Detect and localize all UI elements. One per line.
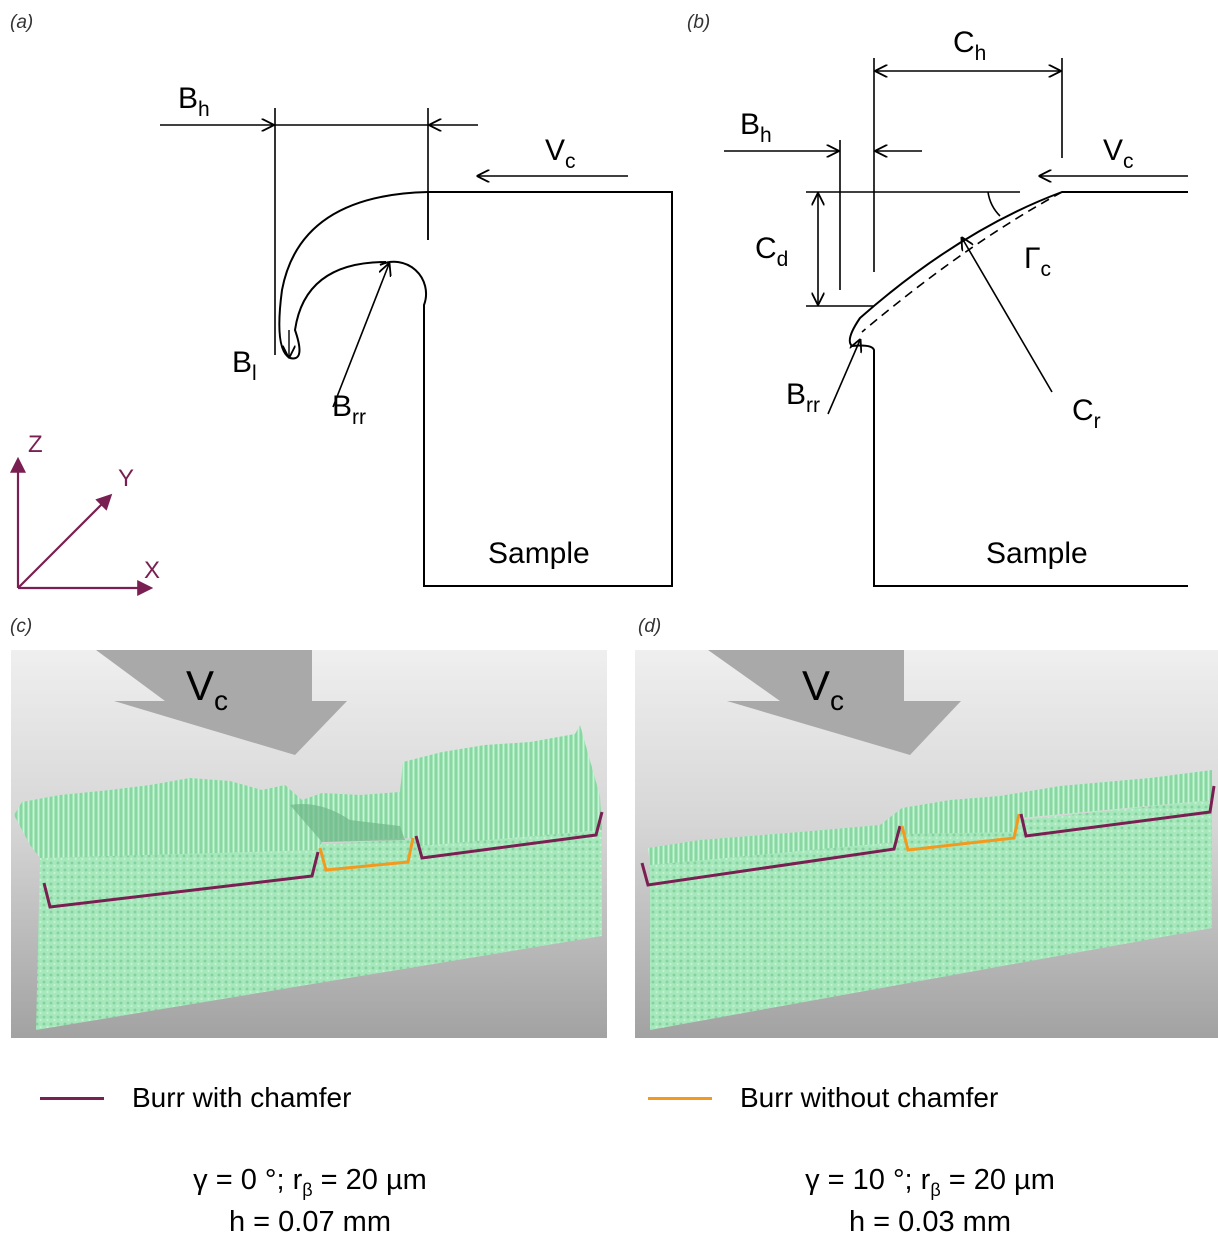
x-axis-label: X: [144, 557, 160, 584]
burr-surface-face-d: [650, 800, 1212, 1030]
brr-label-b: Brr: [786, 378, 820, 417]
panel-label-a: (a): [10, 12, 33, 33]
burr-without-chamfer-bracket-d: [900, 813, 1021, 852]
burr-curl-a: [278, 191, 429, 360]
burr-valley-shade-c: [290, 804, 405, 842]
brr-arrow-b: [827, 340, 860, 415]
brr-label-a: Brr: [332, 390, 366, 429]
y-axis-label: Y: [118, 465, 134, 492]
caption-right: γ = 10 °; rβ = 20 µm h = 0.03 mm: [760, 1164, 1100, 1238]
sample-label-b: Sample: [986, 537, 1088, 570]
z-axis-label: Z: [28, 431, 43, 458]
panel-b: (b) Sample Cd Ch Bh Vc Γc Cr Brr: [687, 12, 1188, 587]
burr-with-chamfer-bracket-c1: [42, 851, 320, 909]
chamfer-radius-dashed-b: [861, 191, 1063, 333]
legend-line-burr-without-chamfer: [648, 1096, 712, 1100]
gamma-label-b: Γc: [1024, 242, 1051, 281]
burr-without-chamfer-bracket-c: [318, 837, 415, 872]
legend-burr-without-chamfer: Burr without chamfer: [648, 1082, 998, 1114]
legend-burr-with-chamfer: Burr with chamfer: [40, 1082, 351, 1114]
vc-big-label-c: Vc: [186, 662, 228, 716]
burr-surface-face-c: [36, 830, 602, 1030]
vc-big-label-d: Vc: [802, 662, 844, 716]
panel-label-c: (c): [10, 616, 32, 637]
legend-label-burr-with-chamfer: Burr with chamfer: [132, 1082, 352, 1113]
sample-outline-b: [848, 191, 1188, 587]
caption-left: γ = 0 °; rβ = 20 µm h = 0.07 mm: [140, 1164, 480, 1238]
vc-label-a: Vc: [545, 134, 576, 173]
panel-label-d: (d): [638, 616, 661, 637]
cr-arrow-b: [962, 238, 1053, 393]
sample-label-a: Sample: [488, 537, 590, 570]
vc-big-arrow-icon-c: [96, 650, 347, 755]
y-axis-arrow-icon: [17, 493, 113, 589]
legend-line-burr-with-chamfer: [40, 1096, 104, 1100]
cd-label-b: Cd: [755, 232, 788, 271]
vc-label-b: Vc: [1103, 134, 1134, 173]
cr-label-b: Cr: [1072, 394, 1101, 433]
legend-label-burr-without-chamfer: Burr without chamfer: [740, 1082, 999, 1113]
caption-left-line2: h = 0.07 mm: [229, 1205, 391, 1238]
burr-with-chamfer-bracket-d2: [1019, 785, 1216, 838]
caption-right-line2: h = 0.03 mm: [849, 1205, 1011, 1238]
burr-with-chamfer-bracket-c2: [414, 811, 604, 860]
gamma-angle-arc-b: [987, 191, 1001, 217]
ch-label-b: Ch: [953, 26, 986, 65]
caption-left-line1: γ = 0 °; rβ = 20 µm: [193, 1164, 427, 1200]
axis-triad: Z Y X: [10, 431, 160, 596]
sample-outline-a: [379, 191, 673, 587]
bh-label-a: Bh: [178, 82, 210, 121]
panel-c: (c) Vc: [10, 616, 607, 1038]
panel-a: (a) Sample Bh Vc Bl Brr Z Y X: [10, 12, 673, 596]
burr-fringe-c: [14, 725, 602, 858]
vc-big-arrow-icon-d: [708, 650, 961, 755]
bl-label-a: Bl: [232, 346, 257, 385]
burr-with-chamfer-bracket-d1: [640, 825, 902, 887]
panel-label-b: (b): [687, 12, 710, 33]
panel-d: (d) Vc: [635, 616, 1218, 1038]
burr-fringe-d: [648, 770, 1212, 865]
brr-arrow-a: [332, 264, 389, 408]
bh-label-b: Bh: [740, 108, 772, 147]
caption-right-line1: γ = 10 °; rβ = 20 µm: [805, 1164, 1055, 1200]
